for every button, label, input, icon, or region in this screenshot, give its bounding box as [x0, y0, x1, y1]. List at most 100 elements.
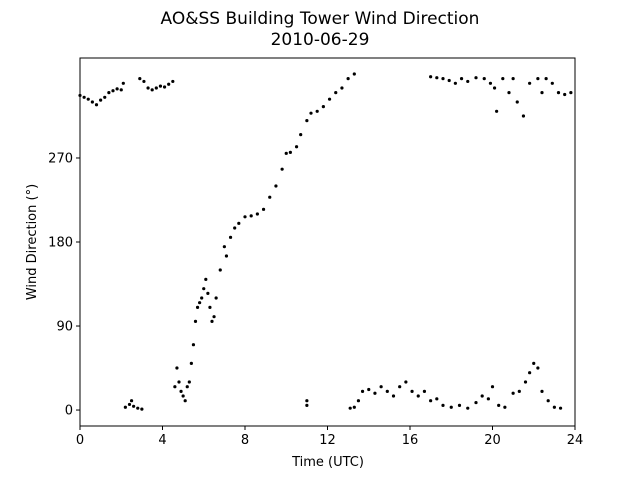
point — [193, 319, 198, 323]
point — [321, 105, 325, 109]
point — [237, 221, 241, 225]
point — [523, 380, 528, 384]
point — [540, 91, 544, 95]
point — [150, 88, 154, 92]
point — [183, 399, 187, 403]
point — [214, 296, 218, 300]
point — [546, 399, 550, 403]
point — [391, 394, 396, 398]
point — [441, 77, 445, 81]
point — [191, 343, 196, 347]
point — [459, 77, 464, 81]
point — [158, 84, 163, 88]
point — [187, 380, 191, 384]
point — [536, 366, 540, 370]
point — [360, 389, 365, 393]
point — [202, 287, 206, 291]
point — [352, 405, 356, 409]
point — [501, 77, 505, 81]
point — [340, 86, 344, 90]
point — [515, 100, 519, 104]
point — [121, 81, 125, 85]
point — [200, 296, 204, 300]
chart-subtitle: 2010-06-29 — [271, 30, 370, 50]
x-tick-label: 4 — [158, 433, 166, 448]
point — [497, 403, 501, 407]
y-tick-label: 90 — [56, 320, 73, 335]
point — [305, 403, 309, 407]
point — [517, 389, 521, 393]
point — [107, 91, 111, 95]
point — [138, 77, 142, 81]
point — [94, 103, 99, 107]
point — [447, 78, 451, 83]
point — [422, 389, 427, 393]
point — [204, 277, 208, 281]
point — [429, 75, 433, 79]
point — [212, 315, 216, 319]
point — [435, 397, 439, 401]
point — [280, 167, 284, 171]
point — [224, 254, 229, 258]
point — [123, 405, 127, 409]
point — [486, 397, 490, 401]
point — [466, 79, 470, 84]
point — [274, 184, 278, 188]
point — [348, 406, 352, 410]
point — [206, 291, 210, 295]
point — [305, 119, 309, 123]
point — [255, 212, 259, 216]
point — [167, 82, 171, 86]
point — [78, 93, 82, 98]
point — [315, 109, 319, 113]
point — [511, 391, 515, 395]
plot-frame — [79, 57, 576, 427]
point — [185, 385, 189, 389]
point — [429, 399, 433, 403]
point — [492, 86, 497, 90]
y-tick-label: 180 — [48, 236, 73, 251]
point — [177, 380, 181, 384]
point — [327, 97, 332, 101]
point — [521, 114, 526, 118]
point — [228, 235, 233, 239]
point — [552, 405, 556, 409]
point — [218, 268, 222, 272]
point — [82, 95, 86, 99]
point — [495, 109, 499, 113]
point — [140, 407, 144, 411]
point — [233, 226, 237, 230]
point — [503, 405, 507, 409]
point — [171, 79, 175, 84]
point — [181, 394, 185, 398]
point — [511, 77, 515, 81]
point — [356, 399, 361, 403]
point — [175, 366, 179, 370]
point — [115, 87, 119, 91]
point — [198, 301, 202, 305]
point — [466, 406, 470, 410]
point — [243, 215, 247, 219]
point — [210, 319, 214, 323]
point — [569, 91, 573, 95]
x-tick-label: 12 — [319, 433, 336, 448]
x-tick-label: 0 — [76, 433, 84, 448]
point — [453, 81, 457, 85]
point — [528, 81, 532, 85]
point — [532, 361, 536, 365]
point — [449, 405, 453, 409]
point — [416, 394, 420, 398]
point — [550, 81, 554, 85]
point — [536, 77, 540, 81]
point — [305, 399, 309, 403]
point — [556, 91, 561, 95]
point — [142, 79, 146, 84]
point — [284, 151, 288, 155]
point — [490, 385, 495, 389]
point — [441, 403, 445, 407]
point — [435, 76, 439, 80]
x-axis-label: Time (UTC) — [291, 455, 364, 470]
point — [480, 394, 484, 398]
x-tick-label: 24 — [567, 433, 584, 448]
